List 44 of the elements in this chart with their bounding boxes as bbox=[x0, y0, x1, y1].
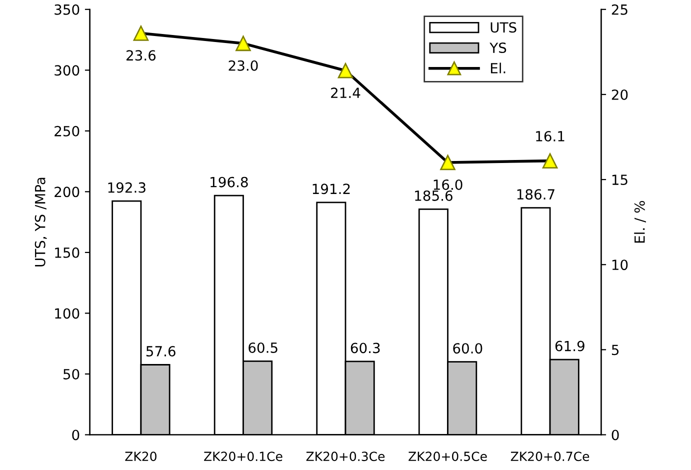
y-axis-title: UTS, YS /MPa bbox=[34, 178, 47, 266]
y2-tick-label: 15 bbox=[612, 174, 628, 186]
data-label: 60.3 bbox=[350, 342, 380, 354]
y2-tick-label: 0 bbox=[612, 430, 619, 440]
data-label: 185.6 bbox=[415, 190, 452, 201]
data-label: 23.0 bbox=[228, 60, 258, 71]
data-label: 16.1 bbox=[536, 130, 564, 142]
y2-axis-title: El. / % bbox=[634, 200, 646, 243]
y-tick-label: 300 bbox=[54, 65, 80, 76]
x-tick-label: ZK20+0.7Ce bbox=[510, 452, 590, 462]
y-tick-label: 150 bbox=[55, 247, 80, 258]
y2-tick-label: 10 bbox=[612, 260, 628, 270]
data-label: 60.0 bbox=[453, 343, 482, 354]
data-label: 21.4 bbox=[331, 88, 360, 98]
data-label: 16.0 bbox=[434, 179, 462, 190]
x-tick-label: ZK20+0.1Ce bbox=[204, 452, 282, 462]
point bbox=[133, 26, 149, 41]
data-label: 196.8 bbox=[210, 176, 248, 188]
point bbox=[338, 63, 354, 78]
data-label: 192.3 bbox=[108, 182, 146, 193]
y-tick-label: 50 bbox=[64, 368, 80, 380]
data-label: 57.6 bbox=[146, 346, 176, 357]
legend-label: El. bbox=[490, 62, 506, 74]
data-label: 23.6 bbox=[126, 50, 156, 61]
y-tick-label: 0 bbox=[72, 430, 80, 440]
y2-tick-label: 20 bbox=[612, 89, 628, 100]
point bbox=[236, 36, 251, 52]
point bbox=[542, 153, 558, 168]
point bbox=[440, 154, 456, 170]
legend-label: UTS bbox=[490, 22, 516, 33]
y-tick-label: 350 bbox=[54, 4, 80, 15]
data-label: 186.7 bbox=[517, 189, 554, 200]
y-tick-label: 100 bbox=[55, 308, 80, 319]
y2-tick-label: 25 bbox=[612, 4, 628, 15]
data-label: 191.2 bbox=[312, 184, 350, 194]
y2-tick-label: 5 bbox=[612, 344, 619, 356]
data-label: 61.9 bbox=[555, 340, 584, 352]
y-tick-label: 200 bbox=[54, 186, 80, 198]
x-tick-label: ZK20+0.5Ce bbox=[408, 452, 487, 462]
legend-label: YS bbox=[490, 42, 506, 54]
x-tick-label: ZK20 bbox=[125, 452, 156, 462]
y-tick-label: 250 bbox=[54, 126, 80, 136]
x-tick-label: ZK20+0.3Ce bbox=[306, 452, 385, 462]
data-label: 60.5 bbox=[248, 342, 278, 353]
